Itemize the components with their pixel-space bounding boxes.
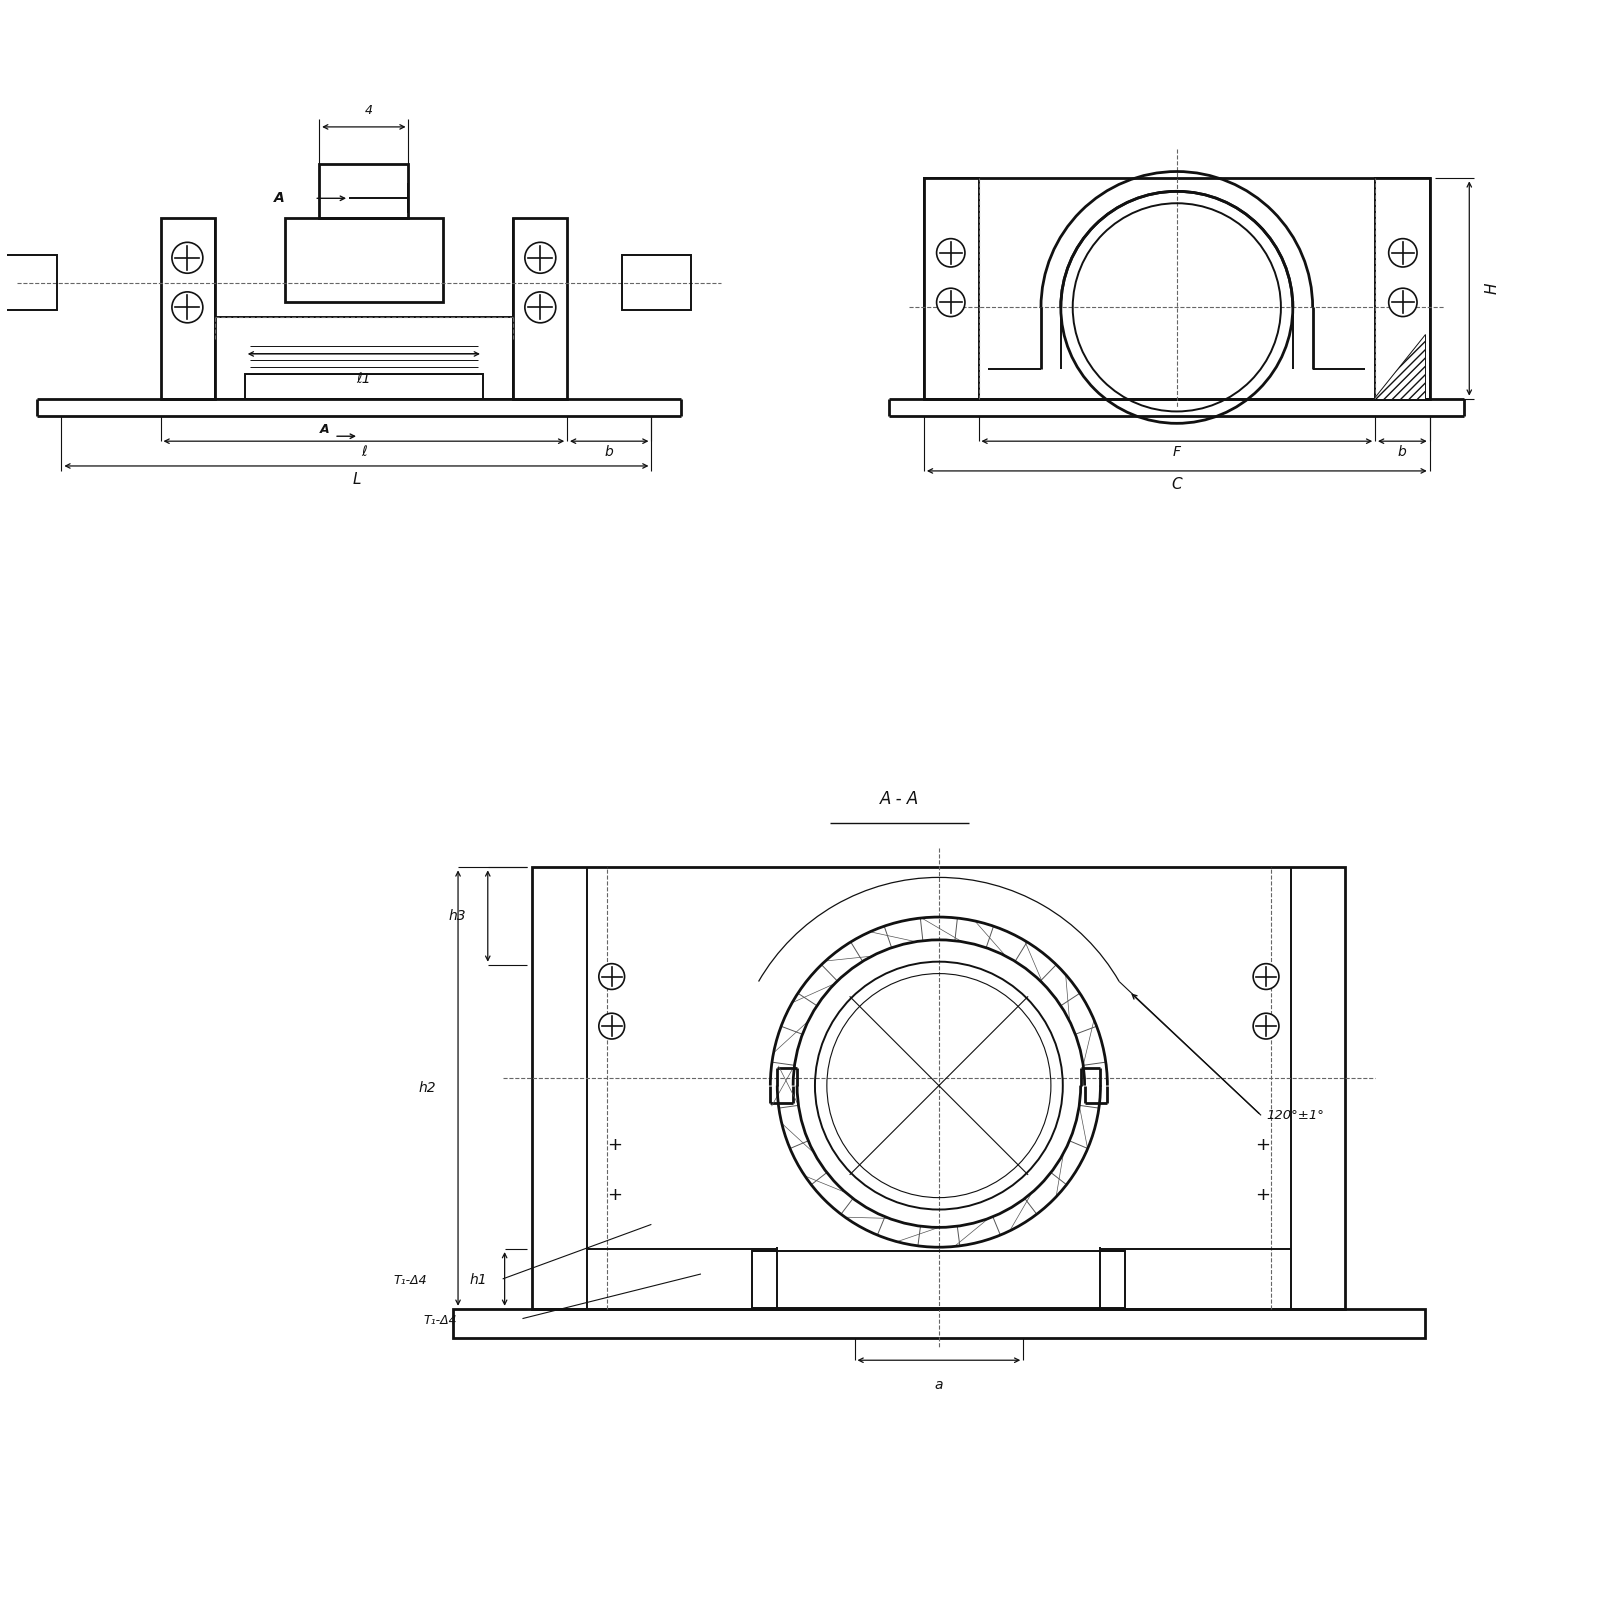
Text: ℓ: ℓ [361,445,367,460]
Text: h2: h2 [419,1081,437,1095]
Text: 120°±1°: 120°±1° [1265,1108,1324,1121]
Text: F: F [1173,445,1181,460]
Bar [0,256,57,309]
Text: +: + [1256,1186,1270,1204]
Bar [285,218,443,303]
Circle shape [599,964,625,990]
Text: ℓ1: ℓ1 [356,372,371,385]
Bar [453,1309,1425,1338]
Circle shape [937,238,964,267]
Circle shape [172,291,202,324]
Circle shape [1388,288,1417,317]
Bar [532,867,1345,1309]
Bar [1375,178,1430,398]
Bar [160,218,215,398]
Text: h1: h1 [469,1273,487,1286]
Circle shape [172,243,202,273]
Circle shape [524,291,557,324]
Text: +: + [1256,1136,1270,1154]
Text: h3: h3 [448,909,466,924]
Circle shape [524,243,557,273]
Bar [319,163,408,218]
Text: A - A: A - A [880,790,919,807]
Polygon shape [1374,333,1425,398]
Text: a: a [935,1379,943,1391]
Text: T₁-Δ4: T₁-Δ4 [393,1273,427,1286]
Circle shape [1254,964,1278,990]
Text: b: b [1398,445,1406,460]
Text: T₁-Δ4: T₁-Δ4 [424,1314,456,1327]
Text: H: H [1484,283,1500,294]
Text: L: L [353,472,361,487]
Bar [924,178,979,398]
Text: +: + [607,1136,623,1154]
Circle shape [1254,1013,1278,1039]
Text: 4: 4 [364,104,372,116]
Bar [244,374,482,398]
Text: +: + [607,1186,623,1204]
Bar [924,178,1430,398]
Bar [513,218,566,398]
Bar [215,317,513,398]
Text: A: A [319,424,328,437]
Circle shape [599,1013,625,1039]
Bar [752,1251,1125,1309]
Circle shape [937,288,964,317]
Text: A: A [273,191,285,205]
Text: C: C [1171,477,1183,492]
Circle shape [1388,238,1417,267]
Text: b: b [605,445,613,460]
Bar [621,256,691,309]
